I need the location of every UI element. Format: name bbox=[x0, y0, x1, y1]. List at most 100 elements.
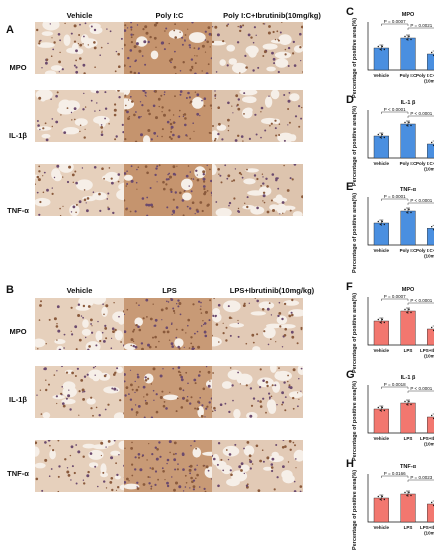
chart-title: TNF-α bbox=[400, 187, 417, 193]
error-bar-2 bbox=[432, 325, 434, 327]
error-bar-0 bbox=[379, 44, 384, 51]
category-label-0: Vehicle bbox=[374, 161, 390, 166]
col-title-polyic-ibrutinib: Poly I:C+Ibrutinib(10mg/kg) bbox=[223, 11, 321, 20]
y-axis-label: Percentage of positive area(%) bbox=[352, 18, 358, 98]
error-bar-1 bbox=[406, 490, 410, 497]
category-label-1: LPS bbox=[404, 525, 413, 530]
histology-image-bottom-r1-c3 bbox=[212, 298, 303, 350]
data-point bbox=[408, 400, 410, 403]
data-point bbox=[381, 406, 383, 409]
data-point bbox=[406, 38, 408, 41]
y-axis-label: Percentage of positive area(%) bbox=[352, 470, 358, 550]
category-label-2: Poly I:C+Ibrutinib bbox=[416, 161, 434, 166]
significance-bracket-1 bbox=[407, 479, 434, 482]
panel-label-a: A bbox=[6, 24, 14, 36]
significance-bracket-0 bbox=[381, 475, 409, 478]
panel-label-e: E bbox=[346, 181, 354, 193]
data-point bbox=[431, 326, 433, 329]
data-point bbox=[410, 311, 412, 314]
data-point bbox=[410, 211, 412, 214]
axis-lines bbox=[367, 385, 434, 434]
data-point bbox=[381, 318, 383, 321]
significance-bracket-0 bbox=[381, 111, 409, 114]
chart-title: IL-1 β bbox=[401, 375, 416, 381]
data-point bbox=[379, 409, 381, 412]
panel-label-f: F bbox=[346, 281, 353, 293]
error-bar-0 bbox=[379, 494, 384, 501]
axis-lines bbox=[367, 474, 434, 523]
category-label-2: (10mg/kg) bbox=[424, 531, 434, 536]
bar-1 bbox=[400, 493, 416, 523]
data-point bbox=[383, 409, 385, 412]
data-point bbox=[410, 494, 412, 497]
data-point bbox=[381, 45, 383, 48]
y-axis-label: Percentage of positive area(%) bbox=[352, 293, 358, 373]
data-point bbox=[410, 38, 412, 41]
category-label-2: Poly I:C+Ibrutinib bbox=[416, 73, 434, 78]
data-point bbox=[404, 121, 406, 124]
col-title-vehicle-bottom: Vehicle bbox=[66, 286, 93, 295]
bar-1 bbox=[400, 123, 416, 159]
data-point bbox=[379, 48, 381, 51]
data-point bbox=[408, 121, 410, 124]
data-point bbox=[379, 223, 381, 226]
error-bar-2 bbox=[432, 413, 434, 415]
col-title-lps: LPS bbox=[162, 286, 177, 295]
col-title-polyic: Poly I:C bbox=[155, 11, 184, 20]
panel-label-b: B bbox=[6, 284, 14, 296]
row-label-mpo-bottom: MPO bbox=[9, 327, 27, 336]
bar-2 bbox=[427, 143, 434, 159]
category-label-2: Poly I:C+Ibrutinib bbox=[416, 248, 434, 253]
histology-image-bottom-r3-c3 bbox=[212, 440, 303, 492]
bar-0 bbox=[373, 222, 389, 246]
significance-bracket-0 bbox=[381, 198, 409, 201]
data-point bbox=[431, 414, 433, 417]
axis-lines bbox=[367, 197, 434, 246]
bar-2 bbox=[427, 228, 434, 246]
histology-image-top-r3-c3 bbox=[212, 164, 303, 216]
panel-label-g: G bbox=[346, 369, 355, 381]
error-bar-0 bbox=[379, 405, 384, 412]
category-label-1: Poly I:C bbox=[400, 73, 418, 78]
histology-image-top-r2-c3 bbox=[212, 90, 303, 142]
bar-0 bbox=[373, 497, 389, 523]
data-point bbox=[377, 495, 379, 498]
data-point bbox=[431, 501, 433, 504]
data-point bbox=[406, 311, 408, 314]
bar-chart-e: Percentage of positive area(%) TNF-α Vehic… bbox=[346, 183, 434, 273]
bar-chart-f: Percentage of positive area(%) MPO Vehicle… bbox=[346, 283, 434, 373]
error-bar-1 bbox=[406, 307, 410, 314]
bar-0 bbox=[373, 320, 389, 346]
error-bar-2 bbox=[432, 224, 434, 226]
category-label-1: Poly I:C bbox=[400, 161, 418, 166]
p-value-1: P < 0.0001 bbox=[410, 298, 432, 303]
category-label-0: Vehicle bbox=[374, 348, 390, 353]
data-point bbox=[377, 318, 379, 321]
bar-1 bbox=[400, 402, 416, 434]
col-title-vehicle-top: Vehicle bbox=[66, 11, 93, 20]
category-label-2: (10mg/kg) bbox=[424, 254, 434, 259]
data-point bbox=[381, 220, 383, 223]
category-label-1: Poly I:C bbox=[400, 248, 418, 253]
bar-1 bbox=[400, 37, 416, 71]
y-axis-label: Percentage of positive area(%) bbox=[352, 106, 358, 186]
data-point bbox=[377, 220, 379, 223]
data-point bbox=[406, 494, 408, 497]
data-point bbox=[377, 406, 379, 409]
p-value-1: P = 0.0021 bbox=[410, 23, 432, 28]
data-point bbox=[408, 491, 410, 494]
p-value-1: P < 0.0001 bbox=[410, 386, 432, 391]
histology-image-top-r2-c2 bbox=[124, 90, 215, 142]
category-label-0: Vehicle bbox=[374, 73, 390, 78]
category-label-0: Vehicle bbox=[374, 525, 390, 530]
category-label-0: Vehicle bbox=[374, 436, 390, 441]
data-point bbox=[404, 491, 406, 494]
data-point bbox=[379, 498, 381, 501]
histology-image-top-r2-c1 bbox=[35, 90, 126, 142]
category-label-2: LPS+Ibrutinib bbox=[420, 525, 434, 530]
p-value-0: P < 0.0001 bbox=[384, 107, 406, 112]
data-point bbox=[404, 400, 406, 403]
p-value-1: P < 0.0001 bbox=[410, 111, 432, 116]
histology-image-bottom-r1-c2 bbox=[124, 298, 215, 350]
p-value-0: P = 0.0007 bbox=[384, 294, 406, 299]
